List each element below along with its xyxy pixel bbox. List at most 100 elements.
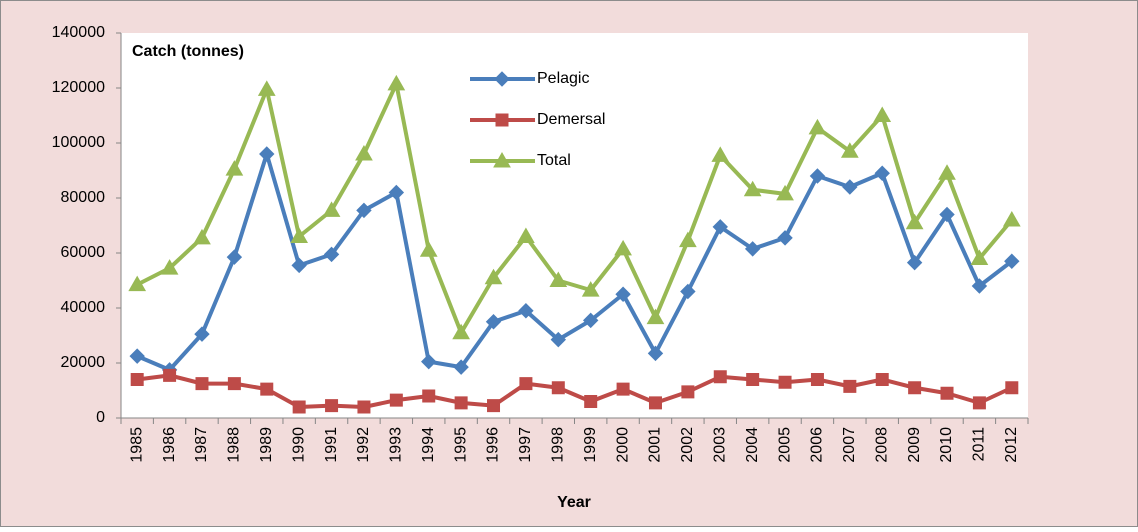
marker xyxy=(1004,253,1020,269)
x-tick-label: 2012 xyxy=(1003,427,1020,463)
marker xyxy=(972,396,986,410)
marker xyxy=(680,283,696,300)
marker xyxy=(810,373,824,386)
marker xyxy=(582,312,599,329)
marker xyxy=(195,377,209,391)
marker xyxy=(355,144,373,161)
y-tick-label: 120000 xyxy=(52,79,105,96)
marker xyxy=(485,314,502,330)
x-tick-label: 2001 xyxy=(647,427,664,463)
marker xyxy=(616,382,630,396)
marker xyxy=(549,271,568,287)
marker xyxy=(453,359,469,375)
marker xyxy=(938,164,956,180)
marker xyxy=(325,399,339,413)
marker xyxy=(971,278,988,294)
marker xyxy=(519,377,533,391)
x-tick-label: 1999 xyxy=(582,427,599,463)
marker xyxy=(647,345,664,362)
marker xyxy=(646,308,665,325)
marker xyxy=(387,74,406,91)
x-tick-label: 1997 xyxy=(517,427,534,463)
marker xyxy=(357,400,371,414)
x-tick-label: 2004 xyxy=(744,427,761,463)
marker xyxy=(743,180,762,197)
x-tick-label: 1996 xyxy=(485,427,502,463)
marker xyxy=(777,230,793,246)
marker xyxy=(454,396,468,410)
marker xyxy=(487,399,501,413)
marker xyxy=(493,151,511,168)
marker xyxy=(160,259,179,275)
marker xyxy=(259,146,275,162)
marker xyxy=(809,168,826,184)
y-tick-label: 20000 xyxy=(61,354,106,371)
x-tick-label: 1988 xyxy=(226,427,243,463)
marker xyxy=(906,254,923,271)
y-tick-label: 0 xyxy=(96,409,105,426)
y-tick-label: 140000 xyxy=(52,24,105,41)
marker xyxy=(322,201,341,217)
marker xyxy=(291,257,307,274)
marker xyxy=(778,375,792,389)
marker xyxy=(875,373,889,386)
x-tick-label: 1987 xyxy=(193,427,210,463)
y-tick-label: 40000 xyxy=(61,299,106,316)
x-tick-label: 2010 xyxy=(938,427,955,463)
marker xyxy=(581,281,600,297)
y-tick-label: 100000 xyxy=(52,134,105,151)
marker xyxy=(711,146,730,162)
marker xyxy=(257,80,276,96)
legend-label: Demersal xyxy=(537,111,605,128)
marker xyxy=(128,275,147,292)
x-tick-label: 1994 xyxy=(420,427,437,463)
x-axis-title: Year xyxy=(557,494,591,511)
x-tick-label: 1993 xyxy=(388,427,405,463)
marker xyxy=(421,353,437,370)
x-tick-label: 1992 xyxy=(355,427,372,463)
marker xyxy=(713,370,727,384)
marker xyxy=(290,227,309,243)
marker xyxy=(744,241,761,257)
x-tick-label: 2006 xyxy=(809,427,826,463)
marker xyxy=(940,386,954,400)
marker xyxy=(495,113,509,127)
x-tick-label: 1998 xyxy=(550,427,567,463)
marker xyxy=(808,118,827,135)
marker xyxy=(840,142,859,158)
y-tick-label: 60000 xyxy=(61,244,106,261)
series-line xyxy=(136,152,1014,372)
legend-label: Total xyxy=(537,152,571,169)
marker xyxy=(226,249,243,265)
series-line xyxy=(136,81,1014,335)
chart-title: Catch (tonnes) xyxy=(132,43,244,60)
x-tick-label: 2008 xyxy=(873,427,890,463)
marker xyxy=(452,323,470,340)
x-tick-label: 2011 xyxy=(971,427,988,462)
marker xyxy=(843,379,857,393)
plot-area xyxy=(121,33,1028,418)
x-tick-label: 2005 xyxy=(776,427,793,463)
marker xyxy=(419,241,438,257)
x-tick-label: 1986 xyxy=(161,427,178,463)
marker xyxy=(970,249,989,265)
x-tick-label: 1989 xyxy=(258,427,275,463)
marker xyxy=(550,331,567,348)
marker xyxy=(615,286,631,302)
x-tick-label: 1990 xyxy=(290,427,307,463)
marker xyxy=(388,184,405,201)
x-tick-label: 2007 xyxy=(841,427,858,463)
series-line xyxy=(136,373,1013,409)
marker xyxy=(905,213,924,230)
x-tick-label: 2003 xyxy=(711,427,728,463)
marker xyxy=(873,106,892,122)
marker xyxy=(389,393,403,407)
marker xyxy=(842,179,858,195)
marker xyxy=(518,303,534,319)
marker xyxy=(746,373,760,386)
marker xyxy=(679,231,697,248)
marker xyxy=(356,202,372,219)
marker xyxy=(908,381,922,395)
